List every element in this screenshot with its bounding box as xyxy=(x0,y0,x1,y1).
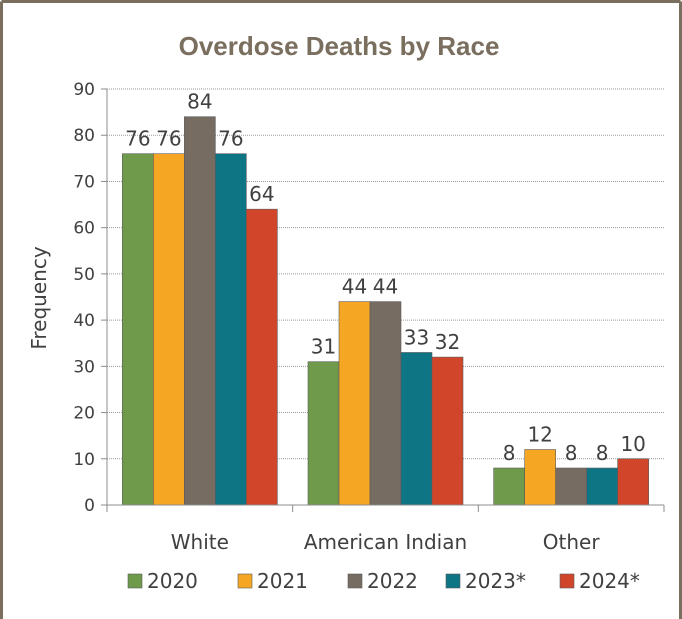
y-tick-label: 70 xyxy=(73,172,95,192)
bar xyxy=(153,153,185,506)
y-tick-label: 40 xyxy=(73,311,95,331)
bar xyxy=(338,301,371,506)
legend-swatch xyxy=(445,573,461,589)
y-tick-label: 20 xyxy=(73,404,95,424)
y-tick-label: 80 xyxy=(73,126,95,146)
data-label: 33 xyxy=(404,325,429,349)
legend-swatch xyxy=(237,573,253,589)
data-label: 76 xyxy=(125,127,150,151)
legend-swatch xyxy=(347,573,363,589)
chart-title: Overdose Deaths by Race xyxy=(179,31,500,61)
legend-label: 2020 xyxy=(147,569,198,593)
bar xyxy=(122,153,154,506)
data-label: 64 xyxy=(249,182,274,206)
legend-label: 2024* xyxy=(579,569,640,593)
bar xyxy=(400,352,433,506)
legend-label: 2021 xyxy=(257,569,308,593)
bar xyxy=(246,208,278,506)
y-tick-label: 90 xyxy=(73,80,95,100)
bar xyxy=(431,356,464,506)
bar xyxy=(215,153,247,506)
y-tick-label: 60 xyxy=(73,219,95,239)
data-label: 84 xyxy=(187,90,212,114)
data-label: 8 xyxy=(503,441,516,465)
legend: 2020 2021 2022 2023* 2024* xyxy=(127,569,640,593)
x-category-label: American Indian xyxy=(304,530,467,554)
legend-label: 2023* xyxy=(465,569,526,593)
data-label: 8 xyxy=(596,441,609,465)
bar xyxy=(524,449,556,506)
x-category-label: Other xyxy=(543,530,601,554)
y-tick-label: 0 xyxy=(84,496,95,516)
legend-swatch xyxy=(127,573,143,589)
bars xyxy=(122,116,649,506)
bar xyxy=(586,467,618,506)
data-label: 76 xyxy=(218,127,243,151)
data-label: 76 xyxy=(156,127,181,151)
x-axis xyxy=(106,504,665,512)
bar xyxy=(617,458,649,506)
bar xyxy=(369,301,402,506)
data-label: 10 xyxy=(620,432,645,456)
y-axis-title: Frequency xyxy=(27,246,51,349)
x-category-label: White xyxy=(171,530,229,554)
data-label: 44 xyxy=(373,275,398,299)
category-labels: White American Indian Other xyxy=(171,530,601,554)
y-tick-label: 30 xyxy=(73,357,95,377)
y-tick-label: 10 xyxy=(73,450,95,470)
y-tick-label: 50 xyxy=(73,265,95,285)
data-label: 12 xyxy=(527,423,552,447)
y-axis-ticks: 0 10 20 30 40 50 60 70 80 90 xyxy=(73,80,108,516)
data-label: 32 xyxy=(435,330,460,354)
bar xyxy=(184,116,216,506)
bar xyxy=(307,361,340,506)
data-label: 44 xyxy=(342,275,367,299)
data-label: 31 xyxy=(311,335,336,359)
legend-label: 2022 xyxy=(367,569,418,593)
bar xyxy=(555,467,587,506)
bar xyxy=(493,467,525,506)
data-label: 8 xyxy=(565,441,578,465)
legend-swatch xyxy=(559,573,575,589)
